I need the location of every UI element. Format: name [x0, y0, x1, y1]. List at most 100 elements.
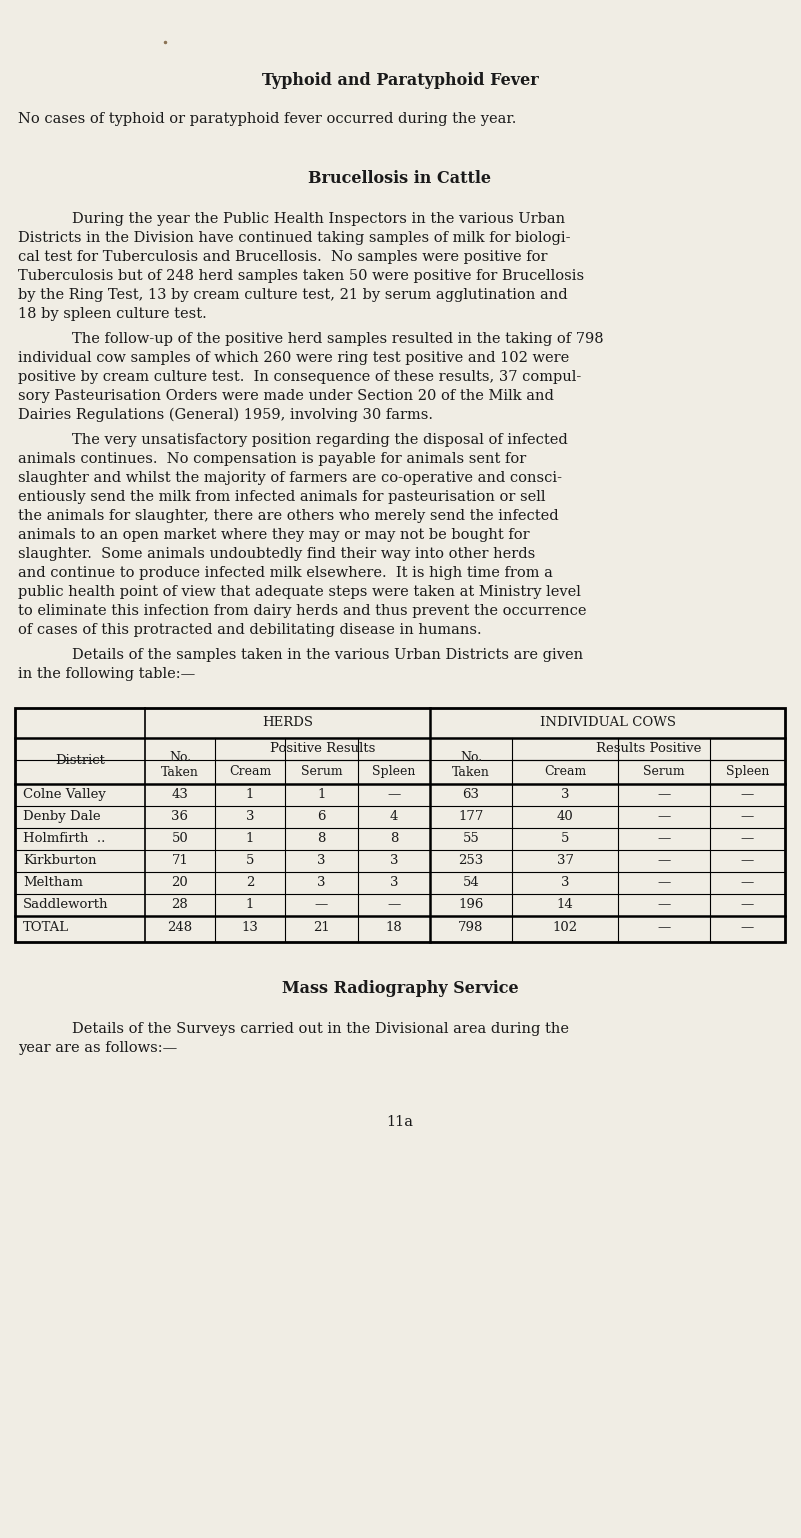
- Text: Saddleworth: Saddleworth: [23, 898, 108, 910]
- Text: 2: 2: [246, 877, 254, 889]
- Text: entiously send the milk from infected animals for pasteurisation or sell: entiously send the milk from infected an…: [18, 491, 545, 504]
- Text: 21: 21: [313, 921, 330, 934]
- Text: Spleen: Spleen: [372, 764, 416, 778]
- Text: positive by cream culture test.  In consequence of these results, 37 compul-: positive by cream culture test. In conse…: [18, 371, 582, 384]
- Text: The follow-up of the positive herd samples resulted in the taking of 798: The follow-up of the positive herd sampl…: [72, 332, 604, 346]
- Text: —: —: [741, 787, 754, 801]
- Text: INDIVIDUAL COWS: INDIVIDUAL COWS: [540, 717, 675, 729]
- Text: —: —: [388, 787, 400, 801]
- Text: 3: 3: [390, 877, 398, 889]
- Text: 18 by spleen culture test.: 18 by spleen culture test.: [18, 308, 207, 321]
- Text: Colne Valley: Colne Valley: [23, 787, 106, 801]
- Text: —: —: [741, 898, 754, 910]
- Text: 37: 37: [557, 854, 574, 867]
- Text: slaughter.  Some animals undoubtedly find their way into other herds: slaughter. Some animals undoubtedly find…: [18, 548, 535, 561]
- Text: 71: 71: [171, 854, 188, 867]
- Text: 1: 1: [317, 787, 326, 801]
- Text: HERDS: HERDS: [262, 717, 313, 729]
- Text: 3: 3: [561, 787, 570, 801]
- Text: in the following table:—: in the following table:—: [18, 667, 195, 681]
- Text: 36: 36: [171, 811, 188, 823]
- Text: to eliminate this infection from dairy herds and thus prevent the occurrence: to eliminate this infection from dairy h…: [18, 604, 586, 618]
- Text: —: —: [658, 811, 670, 823]
- Text: animals to an open market where they may or may not be bought for: animals to an open market where they may…: [18, 528, 529, 541]
- Text: 3: 3: [390, 854, 398, 867]
- Text: —: —: [658, 787, 670, 801]
- Text: individual cow samples of which 260 were ring test positive and 102 were: individual cow samples of which 260 were…: [18, 351, 570, 365]
- Text: animals continues.  No compensation is payable for animals sent for: animals continues. No compensation is pa…: [18, 452, 526, 466]
- Text: 14: 14: [557, 898, 574, 910]
- Text: Brucellosis in Cattle: Brucellosis in Cattle: [308, 171, 492, 188]
- Text: —: —: [658, 854, 670, 867]
- Text: 40: 40: [557, 811, 574, 823]
- Text: 55: 55: [463, 832, 479, 844]
- Text: 8: 8: [317, 832, 326, 844]
- Text: Spleen: Spleen: [726, 764, 769, 778]
- Text: sory Pasteurisation Orders were made under Section 20 of the Milk and: sory Pasteurisation Orders were made und…: [18, 389, 553, 403]
- Text: 3: 3: [561, 877, 570, 889]
- Text: Meltham: Meltham: [23, 877, 83, 889]
- Text: 6: 6: [317, 811, 326, 823]
- Text: Kirkburton: Kirkburton: [23, 854, 96, 867]
- Text: —: —: [658, 832, 670, 844]
- Text: 43: 43: [171, 787, 188, 801]
- Text: cal test for Tuberculosis and Brucellosis.  No samples were positive for: cal test for Tuberculosis and Brucellosi…: [18, 251, 548, 265]
- Text: —: —: [315, 898, 328, 910]
- Text: 3: 3: [246, 811, 254, 823]
- Text: TOTAL: TOTAL: [23, 921, 69, 934]
- Text: 18: 18: [385, 921, 402, 934]
- Text: 3: 3: [317, 877, 326, 889]
- Text: 8: 8: [390, 832, 398, 844]
- Text: Dairies Regulations (General) 1959, involving 30 farms.: Dairies Regulations (General) 1959, invo…: [18, 408, 433, 423]
- Text: the animals for slaughter, there are others who merely send the infected: the animals for slaughter, there are oth…: [18, 509, 558, 523]
- Text: 54: 54: [463, 877, 479, 889]
- Text: and continue to produce infected milk elsewhere.  It is high time from a: and continue to produce infected milk el…: [18, 566, 553, 580]
- Text: —: —: [658, 898, 670, 910]
- Text: 3: 3: [317, 854, 326, 867]
- Text: 5: 5: [246, 854, 254, 867]
- Text: year are as follows:—: year are as follows:—: [18, 1041, 177, 1055]
- Text: 63: 63: [462, 787, 480, 801]
- Text: During the year the Public Health Inspectors in the various Urban: During the year the Public Health Inspec…: [72, 212, 566, 226]
- Text: 177: 177: [458, 811, 484, 823]
- Text: District: District: [55, 754, 105, 767]
- Text: Holmfirth  ..: Holmfirth ..: [23, 832, 106, 844]
- Text: Serum: Serum: [300, 764, 342, 778]
- Text: by the Ring Test, 13 by cream culture test, 21 by serum agglutination and: by the Ring Test, 13 by cream culture te…: [18, 288, 568, 301]
- Text: slaughter and whilst the majority of farmers are co-operative and consci-: slaughter and whilst the majority of far…: [18, 471, 562, 484]
- Text: Results Positive: Results Positive: [596, 741, 701, 755]
- Text: Districts in the Division have continued taking samples of milk for biologi-: Districts in the Division have continued…: [18, 231, 570, 245]
- Text: No cases of typhoid or paratyphoid fever occurred during the year.: No cases of typhoid or paratyphoid fever…: [18, 112, 517, 126]
- Text: 20: 20: [171, 877, 188, 889]
- Text: —: —: [741, 811, 754, 823]
- Text: 1: 1: [246, 787, 254, 801]
- Text: —: —: [741, 854, 754, 867]
- Text: —: —: [741, 832, 754, 844]
- Text: 1: 1: [246, 832, 254, 844]
- Text: No.
Taken: No. Taken: [452, 751, 490, 780]
- Text: 4: 4: [390, 811, 398, 823]
- Text: Cream: Cream: [229, 764, 271, 778]
- Text: of cases of this protracted and debilitating disease in humans.: of cases of this protracted and debilita…: [18, 623, 481, 637]
- Text: The very unsatisfactory position regarding the disposal of infected: The very unsatisfactory position regardi…: [72, 434, 568, 448]
- Text: Positive Results: Positive Results: [270, 741, 375, 755]
- Text: Serum: Serum: [643, 764, 685, 778]
- Text: 1: 1: [246, 898, 254, 910]
- Text: No.
Taken: No. Taken: [161, 751, 199, 780]
- Text: Cream: Cream: [544, 764, 586, 778]
- Text: Mass Radiography Service: Mass Radiography Service: [282, 980, 518, 997]
- Text: —: —: [741, 877, 754, 889]
- Text: —: —: [658, 921, 670, 934]
- Text: Denby Dale: Denby Dale: [23, 811, 101, 823]
- Text: —: —: [388, 898, 400, 910]
- Text: 28: 28: [171, 898, 188, 910]
- Text: 13: 13: [242, 921, 259, 934]
- Text: Typhoid and Paratyphoid Fever: Typhoid and Paratyphoid Fever: [262, 72, 538, 89]
- Text: Tuberculosis but of 248 herd samples taken 50 were positive for Brucellosis: Tuberculosis but of 248 herd samples tak…: [18, 269, 584, 283]
- Text: 102: 102: [553, 921, 578, 934]
- Text: 253: 253: [458, 854, 484, 867]
- Text: Details of the samples taken in the various Urban Districts are given: Details of the samples taken in the vari…: [72, 647, 583, 661]
- Text: 5: 5: [561, 832, 570, 844]
- Text: 11a: 11a: [387, 1115, 413, 1129]
- Text: 196: 196: [458, 898, 484, 910]
